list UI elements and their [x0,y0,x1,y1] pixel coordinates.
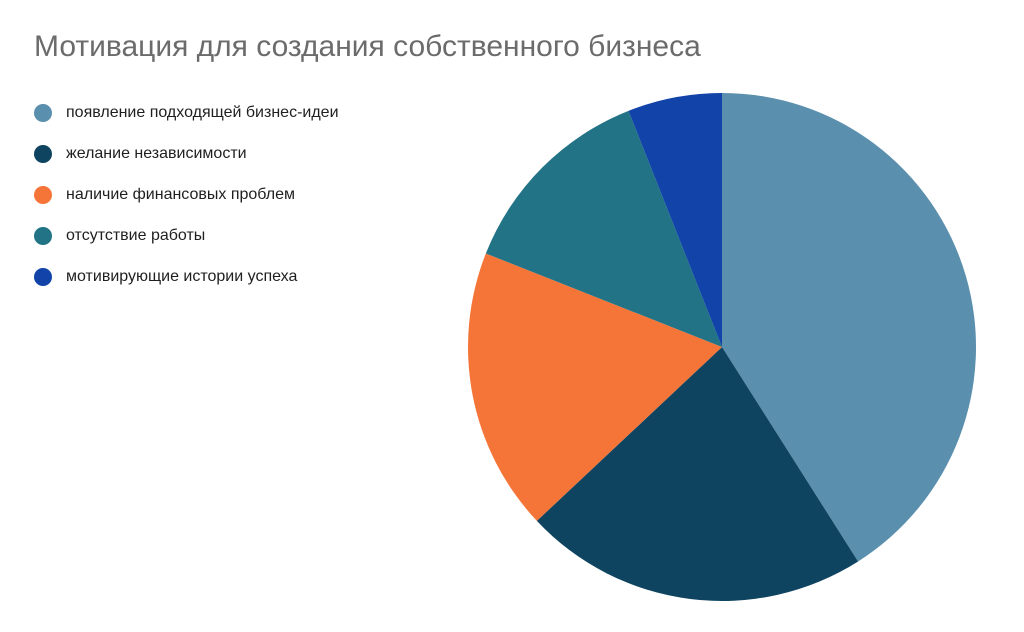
legend-item: появление подходящей бизнес-идеи [34,92,339,133]
legend-item: мотивирующие истории успеха [34,256,339,297]
legend-swatch [34,103,52,122]
pie-slice [722,93,976,562]
legend-swatch [34,226,52,245]
legend-label: появление подходящей бизнес-идеи [66,103,339,121]
legend-label: желание независимости [66,144,247,162]
chart-legend: появление подходящей бизнес-идеи желание… [34,92,339,297]
legend-item: желание независимости [34,133,339,174]
pie-slice [468,253,722,521]
legend-item: наличие финансовых проблем [34,174,339,215]
legend-label: отсутствие работы [66,226,206,244]
chart-title: Мотивация для создания собственного бизн… [34,30,701,63]
legend-swatch [34,144,52,163]
pie-slice [628,93,722,347]
legend-swatch [34,267,52,286]
legend-label: мотивирующие истории успеха [66,267,298,285]
pie-slice [485,110,722,348]
pie-slice [536,347,859,601]
legend-item: отсутствие работы [34,215,339,256]
legend-label: наличие финансовых проблем [66,185,295,203]
legend-swatch [34,185,52,204]
